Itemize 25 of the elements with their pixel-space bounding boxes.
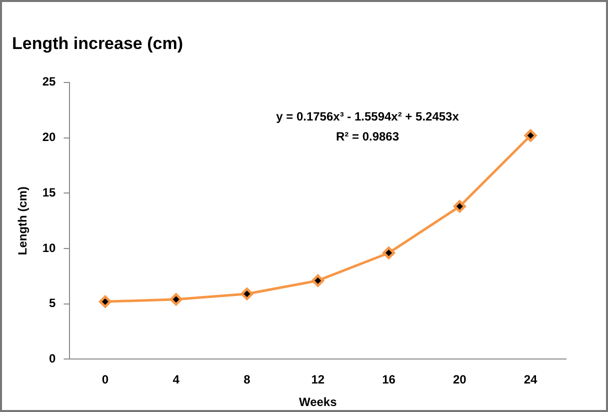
y-tick-label: 25 bbox=[42, 74, 56, 89]
point bbox=[170, 293, 182, 306]
point bbox=[98, 295, 112, 308]
point bbox=[524, 129, 537, 142]
y-tick-label: 10 bbox=[42, 240, 56, 255]
point bbox=[312, 274, 324, 287]
y-tick-label: 20 bbox=[42, 130, 56, 144]
y-tick-label: 0 bbox=[49, 352, 56, 366]
x-tick-label: 8 bbox=[244, 372, 251, 387]
y-tick-label: 5 bbox=[49, 296, 56, 310]
annotation: R² = 0.9863 bbox=[336, 130, 400, 144]
point bbox=[453, 200, 466, 213]
point bbox=[382, 246, 396, 260]
y-axis-title: Length (cm) bbox=[16, 186, 30, 256]
y-tick-label: 15 bbox=[42, 185, 56, 200]
x-tick-label: 4 bbox=[172, 372, 180, 387]
annotation: y = 0.1756x³ - 1.5594x² + 5.2453x bbox=[276, 110, 460, 124]
x-tick-label: 12 bbox=[311, 372, 325, 387]
x-tick-label: 16 bbox=[382, 372, 396, 387]
x-tick-label: 20 bbox=[452, 372, 467, 387]
point bbox=[240, 288, 254, 300]
chart-title: Length increase (cm) bbox=[12, 34, 183, 53]
x-tick-label: 0 bbox=[102, 372, 109, 387]
x-tick-label: 24 bbox=[524, 372, 538, 387]
x-axis-title: Weeks bbox=[298, 395, 338, 410]
